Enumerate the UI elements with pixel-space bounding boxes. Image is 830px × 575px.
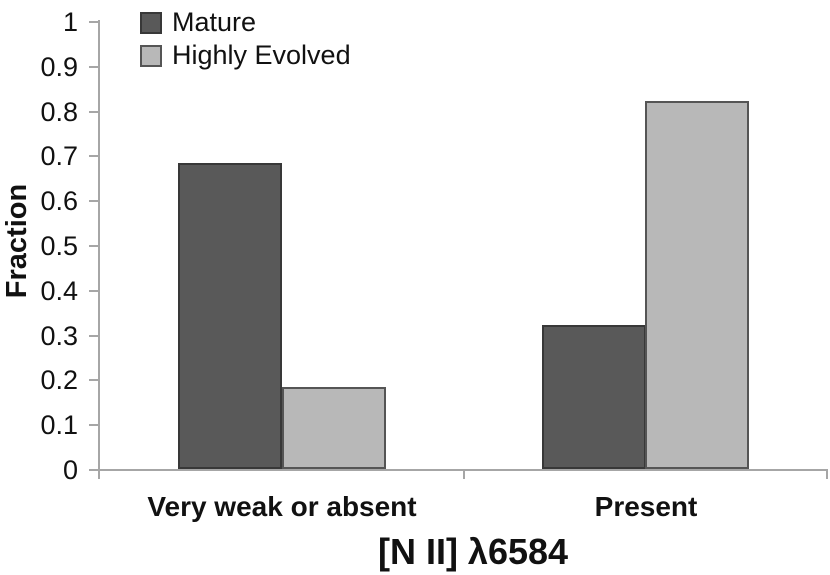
y-tick-mark (89, 66, 98, 68)
y-tick-mark (89, 245, 98, 247)
y-tick-mark (89, 424, 98, 426)
y-tick-label: 0.4 (40, 276, 78, 306)
y-tick-label: 0.7 (40, 141, 78, 171)
legend-label-mature: Mature (172, 7, 257, 37)
y-tick-mark (89, 379, 98, 381)
legend: Mature Highly Evolved (140, 6, 351, 72)
y-tick-label: 0.9 (40, 52, 78, 82)
bar-highly-evolved-very-weak-or-absent (282, 387, 386, 469)
y-tick-label: 1 (62, 7, 78, 37)
y-tick-mark (89, 111, 98, 113)
bar-mature-present (542, 325, 646, 469)
x-tick-mark (826, 471, 828, 479)
legend-item-highly-evolved: Highly Evolved (140, 39, 351, 72)
y-tick-mark (89, 200, 98, 202)
legend-item-mature: Mature (140, 6, 351, 39)
y-tick-mark (89, 335, 98, 337)
legend-label-highly-evolved: Highly Evolved (172, 40, 351, 70)
x-axis-title: [N II] λ6584 (377, 531, 569, 572)
legend-swatch-mature (140, 11, 162, 34)
y-tick-mark (89, 21, 98, 23)
x-tick-mark (463, 471, 465, 479)
y-axis-line (98, 20, 100, 471)
category-label-very-weak-or-absent: Very weak or absent (147, 491, 417, 522)
y-tick-label: 0.2 (40, 365, 78, 395)
y-tick-label: 0.6 (40, 186, 78, 216)
y-tick-label: 0 (62, 455, 78, 485)
y-tick-mark (89, 155, 98, 157)
y-tick-mark (89, 469, 98, 471)
y-tick-label: 0.8 (40, 97, 78, 127)
category-label-present: Present (594, 491, 698, 522)
bar-mature-very-weak-or-absent (178, 163, 282, 469)
x-tick-mark (98, 471, 100, 479)
y-tick-label: 0.1 (40, 410, 78, 440)
y-tick-label: 0.5 (40, 231, 78, 261)
x-axis-line (98, 469, 828, 471)
y-tick-label: 0.3 (40, 321, 78, 351)
legend-swatch-highly-evolved (140, 44, 162, 67)
bar-highly-evolved-present (645, 101, 749, 469)
y-tick-mark (89, 290, 98, 292)
